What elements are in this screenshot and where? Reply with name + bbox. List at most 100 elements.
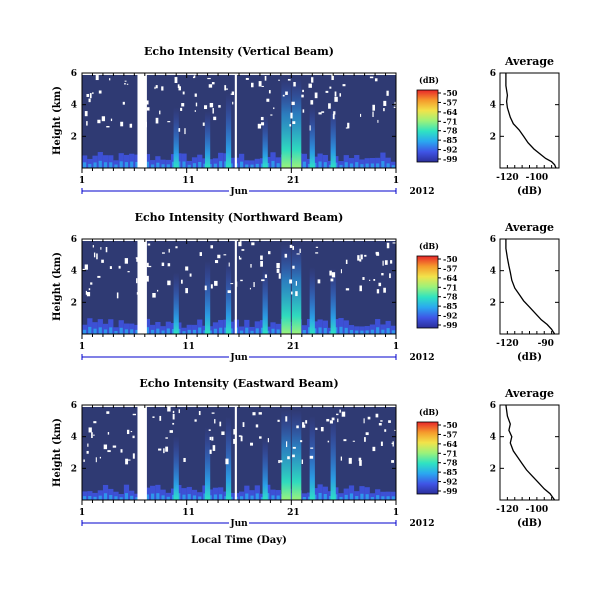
surface-echo-core	[318, 327, 322, 334]
colorbar-tick-label: -78	[443, 292, 458, 302]
missing-data-speck	[339, 409, 341, 413]
profile-x-tick-label: -120	[496, 505, 519, 515]
missing-data-speck	[124, 83, 126, 85]
missing-data-speck	[194, 419, 197, 422]
missing-data-speck	[342, 84, 346, 87]
missing-data-speck	[336, 413, 339, 416]
surface-echo-core	[349, 493, 354, 500]
x-tick-label: 1	[79, 342, 85, 352]
surface-echo-core	[156, 493, 160, 500]
missing-data-speck	[225, 88, 228, 90]
surface-echo-core	[109, 162, 113, 168]
surface-echo-cell	[317, 319, 323, 334]
surface-echo-core	[130, 495, 134, 500]
surface-echo-cell	[113, 491, 119, 500]
colorbar-tick-label: -64	[443, 439, 458, 449]
missing-data-speck	[266, 98, 270, 102]
surface-echo-core	[344, 494, 348, 500]
missing-data-speck	[217, 254, 221, 259]
missing-data-speck	[129, 123, 133, 128]
surface-echo-core	[260, 497, 265, 500]
x-tick-label: 21	[287, 508, 300, 518]
missing-data-speck	[147, 243, 151, 246]
missing-data-speck	[86, 292, 91, 297]
surface-echo-cell	[322, 154, 328, 168]
surface-echo-core	[344, 327, 348, 334]
colorbar-unit: (dB)	[419, 241, 439, 251]
y-tick-label: 2	[71, 464, 77, 474]
surface-echo-core	[370, 329, 374, 334]
surface-echo-cell	[375, 319, 381, 334]
missing-data-speck	[181, 103, 185, 107]
surface-echo-cell	[186, 324, 192, 334]
month-label: Jun	[229, 187, 248, 197]
surface-echo-core	[355, 330, 359, 334]
x-tick-label: 11	[182, 176, 195, 186]
missing-data-speck	[260, 261, 263, 267]
surface-echo-cell	[155, 321, 161, 334]
missing-data-speck	[93, 421, 97, 424]
missing-data-speck	[384, 260, 388, 265]
surface-echo-cell	[359, 159, 365, 168]
surface-echo-cell	[359, 326, 365, 334]
surface-echo-cell	[249, 160, 255, 168]
missing-data-speck	[267, 438, 270, 443]
enhanced-echo-column	[173, 272, 179, 334]
surface-echo-cell	[249, 326, 255, 334]
missing-data-speck	[116, 292, 119, 299]
surface-echo-core	[271, 160, 275, 168]
profile-x-tick-label: -120	[496, 339, 519, 349]
colorbar-tick-label: -50	[443, 420, 458, 430]
missing-data-speck	[185, 288, 188, 294]
surface-echo-core	[240, 330, 244, 334]
missing-data-speck	[230, 93, 234, 95]
surface-echo-core	[98, 160, 102, 168]
missing-data-speck	[332, 113, 335, 120]
missing-data-speck	[147, 265, 152, 268]
colorbar-tick-label: -57	[443, 263, 457, 273]
missing-data-speck	[278, 273, 281, 279]
profile-y-tick-label: 6	[490, 69, 496, 79]
missing-data-speck	[381, 273, 384, 276]
missing-data-speck	[194, 93, 197, 97]
enhanced-echo-column	[225, 93, 232, 168]
surface-echo-core	[213, 163, 217, 168]
missing-data-speck	[334, 91, 337, 97]
missing-data-speck	[182, 91, 185, 95]
surface-echo-cell	[197, 492, 203, 500]
enhanced-echo-column	[173, 107, 179, 168]
missing-data-speck	[328, 103, 331, 109]
surface-echo-core	[203, 330, 207, 334]
x-tick-label: 11	[182, 342, 195, 352]
missing-data-speck	[165, 446, 169, 452]
heatmap-field	[82, 73, 396, 168]
surface-echo-cell	[375, 489, 381, 500]
enhanced-echo-column	[281, 409, 291, 500]
surface-echo-core	[171, 329, 176, 334]
missing-data-speck	[225, 458, 229, 465]
surface-echo-cell	[82, 155, 88, 168]
missing-data-speck	[161, 86, 164, 91]
surface-echo-core	[103, 493, 108, 500]
surface-echo-core	[83, 329, 87, 334]
profile-title: Average	[504, 221, 554, 234]
surface-echo-cell	[108, 319, 114, 334]
profile-line	[505, 239, 556, 335]
missing-data-speck	[172, 410, 175, 414]
missing-data-speck	[86, 93, 90, 97]
missing-data-speck	[105, 246, 108, 253]
surface-echo-core	[98, 327, 102, 334]
surface-echo-core	[171, 161, 176, 168]
surface-echo-cell	[150, 485, 156, 500]
colorbar-tick-label: -57	[443, 97, 457, 107]
surface-echo-cell	[317, 484, 323, 500]
surface-echo-cell	[165, 159, 171, 168]
surface-echo-cell	[385, 491, 391, 500]
profile-y-tick-label: 2	[490, 132, 496, 142]
missing-data-speck	[318, 112, 322, 115]
missing-data-speck	[334, 96, 338, 102]
missing-data-speck	[152, 292, 156, 298]
missing-data-speck	[172, 413, 175, 420]
missing-data-speck	[345, 288, 350, 291]
missing-data-speck	[261, 122, 265, 126]
